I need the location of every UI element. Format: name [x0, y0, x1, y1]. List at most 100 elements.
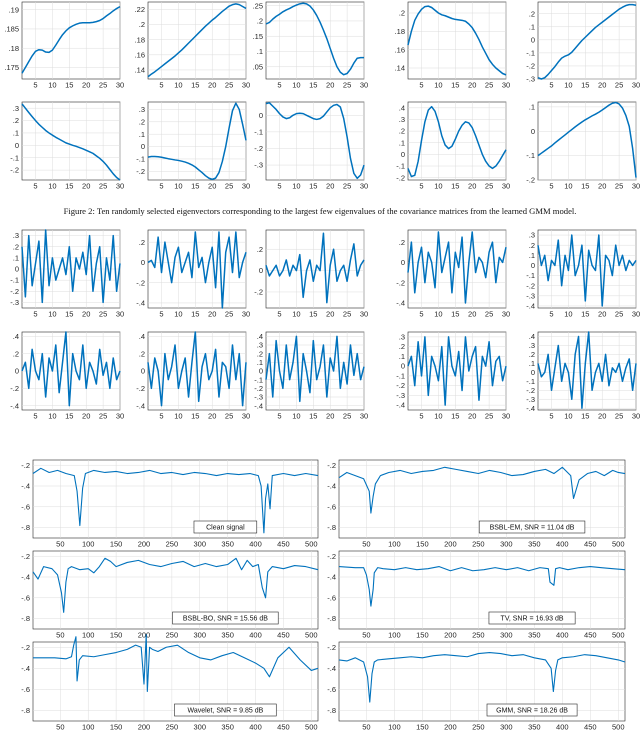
y-tick-label: .3 [399, 115, 405, 124]
chart-panel-5: 5 10 15 20 25 30 -.3 -.2 -.1 0 .1 .2 [526, 1, 640, 90]
x-tick-label: 5 [277, 81, 281, 90]
x-tick-label: 10 [174, 182, 182, 191]
y-tick-label: -.6 [327, 502, 336, 511]
x-tick-label: 10 [434, 81, 442, 90]
y-tick-label: 0 [259, 266, 263, 275]
y-tick-label: -.2 [396, 381, 405, 390]
x-tick-label: 450 [277, 723, 290, 732]
y-tick-label: -.4 [526, 404, 535, 413]
x-tick-label: 15 [191, 81, 199, 90]
y-tick-label: .15 [253, 32, 263, 41]
x-tick-label: 25 [343, 81, 351, 90]
chart-panel-15: 5 10 15 20 25 30 -.4 -.3-.2-.10.1.2.3 [526, 229, 640, 319]
y-tick-label: .2 [257, 349, 263, 358]
x-tick-label: 450 [584, 631, 597, 640]
x-tick-label: 20 [468, 310, 476, 319]
x-tick-label: 200 [444, 631, 457, 640]
x-tick-label: 25 [485, 182, 493, 191]
x-tick-label: 30 [242, 81, 250, 90]
series-line [407, 231, 507, 304]
y-tick-label: .2 [139, 238, 145, 247]
y-tick-label: -.1 [254, 375, 263, 384]
x-tick-label: 50 [56, 723, 64, 732]
x-tick-label: 50 [56, 631, 64, 640]
chart-panel-21: 50 100 150 200 250 300 350 400 450 500 -.8 -.6 -.4 -.… [21, 459, 319, 549]
legend-label: BSBL-EM, SNR = 11.04 dB [490, 525, 575, 532]
x-tick-label: 500 [305, 723, 318, 732]
y-tick-label: -.8 [327, 523, 336, 532]
x-tick-label: 10 [174, 310, 182, 319]
x-tick-label: 400 [556, 723, 569, 732]
plot-frame [147, 101, 247, 181]
chart-panel-19: 5 10 15 20 25 30 -.4-.3-.2-.10.1.2.3 [396, 331, 510, 421]
y-tick-label: -.6 [327, 685, 336, 694]
y-tick-label: .2 [399, 238, 405, 247]
x-tick-label: 5 [549, 310, 553, 319]
y-tick-label: -.3 [254, 161, 263, 170]
series-line [265, 102, 365, 180]
series-line [537, 101, 637, 178]
x-tick-label: 350 [221, 540, 234, 549]
chart-panel-18: 5 10 15 20 25 30 -.4-.3-.2-.10.1.2.3.4 [254, 331, 368, 421]
series-line [338, 566, 626, 607]
y-tick-label: -.2 [254, 144, 263, 153]
x-tick-label: 20 [208, 81, 216, 90]
x-tick-label: 100 [388, 540, 401, 549]
y-tick-label: .1 [529, 22, 535, 31]
x-tick-label: 300 [500, 631, 513, 640]
x-tick-label: 30 [116, 182, 124, 191]
x-tick-label: 500 [612, 631, 625, 640]
x-tick-label: 20 [326, 81, 334, 90]
x-tick-label: 400 [249, 631, 262, 640]
x-tick-label: 25 [225, 310, 233, 319]
y-tick-label: 0 [259, 367, 263, 376]
x-tick-label: 10 [292, 310, 300, 319]
x-tick-label: 500 [612, 723, 625, 732]
series-line [21, 103, 121, 181]
y-tick-label: -.3 [526, 395, 535, 404]
y-tick-label: -.8 [21, 614, 30, 623]
x-tick-label: 25 [225, 182, 233, 191]
y-tick-label: .4 [257, 332, 263, 341]
chart-panel-23: 50 100 150 200 250 300 350 400 450 500 -.8 -.6 -.4 -.… [21, 550, 319, 640]
plot-frame [407, 1, 507, 80]
x-tick-label: 15 [451, 310, 459, 319]
x-tick-label: 450 [277, 540, 290, 549]
y-tick-label: .2 [529, 9, 535, 18]
y-tick-label: -.4 [327, 482, 336, 491]
x-tick-label: 500 [612, 540, 625, 549]
x-tick-label: 250 [472, 631, 485, 640]
legend-label: TV, SNR = 16.93 dB [501, 616, 564, 623]
x-tick-label: 10 [292, 412, 300, 421]
x-tick-label: 30 [242, 182, 250, 191]
x-tick-label: 15 [191, 182, 199, 191]
x-tick-label: 15 [65, 81, 73, 90]
series-line [338, 651, 626, 703]
legend-box [486, 703, 578, 717]
plot-frame [338, 641, 626, 722]
chart-panel-13: 5 10 15 20 25 30 -.2 0 .2 [254, 229, 368, 319]
series-line [265, 2, 364, 76]
y-tick-label: -.6 [327, 593, 336, 602]
x-tick-label: 5 [33, 182, 37, 191]
x-tick-label: 15 [309, 81, 317, 90]
y-tick-label: .1 [257, 47, 263, 56]
x-tick-label: 10 [564, 412, 572, 421]
x-tick-label: 5 [159, 182, 163, 191]
x-tick-label: 200 [444, 723, 457, 732]
y-tick-label: .1 [13, 129, 19, 138]
y-tick-label: .05 [253, 62, 263, 71]
y-tick-label: -.4 [21, 573, 30, 582]
y-tick-label: -.2 [136, 384, 145, 393]
y-tick-label: 0 [401, 150, 405, 159]
x-tick-label: 20 [82, 182, 90, 191]
x-tick-label: 100 [82, 540, 95, 549]
x-tick-label: 5 [277, 412, 281, 421]
x-tick-label: 20 [82, 310, 90, 319]
y-tick-label: -.3 [396, 391, 405, 400]
x-tick-label: 5 [419, 182, 423, 191]
x-tick-label: 20 [326, 412, 334, 421]
x-tick-label: 20 [208, 412, 216, 421]
y-tick-label: .2 [257, 245, 263, 254]
y-tick-label: -.3 [526, 75, 535, 84]
